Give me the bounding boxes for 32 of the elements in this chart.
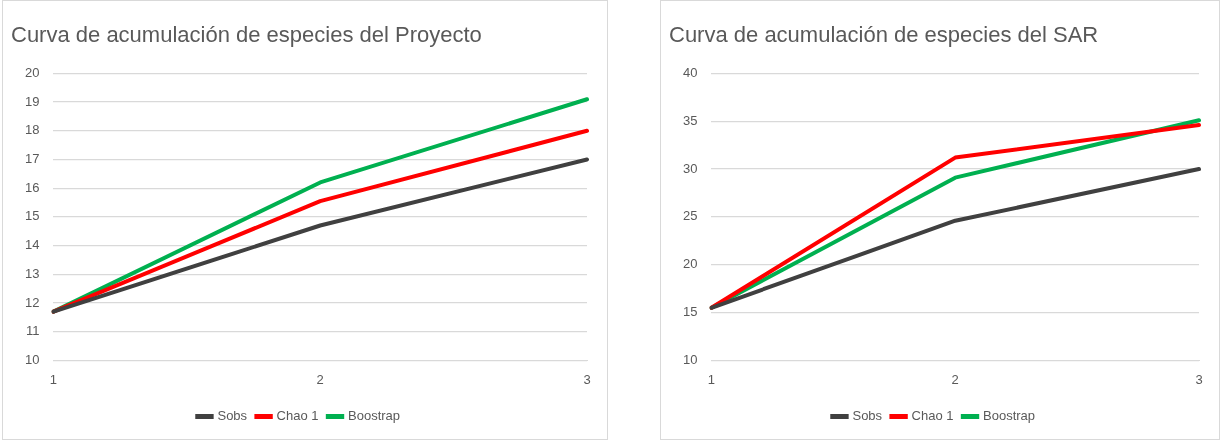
y-tick-label: 10 [682, 351, 698, 367]
y-tick-label: 15 [24, 208, 40, 224]
y-tick-label: 25 [682, 208, 698, 224]
legend-label: Sobs [852, 408, 883, 424]
y-tick-label: 11 [25, 323, 40, 339]
x-tick-label: 3 [1195, 371, 1203, 387]
legend-label: Boostrap [348, 408, 401, 424]
y-tick-label: 20 [682, 256, 698, 272]
y-tick-label: 20 [24, 64, 40, 80]
x-tick-label: 1 [707, 371, 716, 387]
y-tick-label: 10 [24, 351, 40, 367]
chart-title: Curva de acumulación de especies del SAR [669, 22, 1099, 48]
x-tick-label: 3 [583, 371, 591, 387]
y-tick-label: 14 [24, 237, 40, 253]
x-tick-label: 2 [951, 371, 959, 387]
x-tick-label: 1 [49, 371, 58, 387]
y-tick-label: 40 [682, 64, 698, 80]
legend-label: Boostrap [983, 408, 1036, 424]
y-tick-label: 13 [24, 265, 40, 281]
y-tick-label: 17 [24, 151, 40, 167]
y-tick-label: 16 [24, 179, 40, 195]
y-tick-label: 19 [24, 93, 40, 109]
legend-label: Sobs [217, 408, 248, 424]
y-tick-label: 30 [682, 160, 698, 176]
y-tick-label: 15 [682, 304, 698, 320]
chart-title: Curva de acumulación de especies del Proyecto [11, 22, 482, 48]
x-tick-label: 2 [316, 371, 324, 387]
y-tick-label: 12 [24, 294, 40, 310]
y-tick-label: 35 [682, 112, 698, 128]
y-tick-label: 18 [24, 122, 40, 138]
legend-label: Chao 1 [276, 408, 319, 424]
legend-label: Chao 1 [911, 408, 954, 424]
